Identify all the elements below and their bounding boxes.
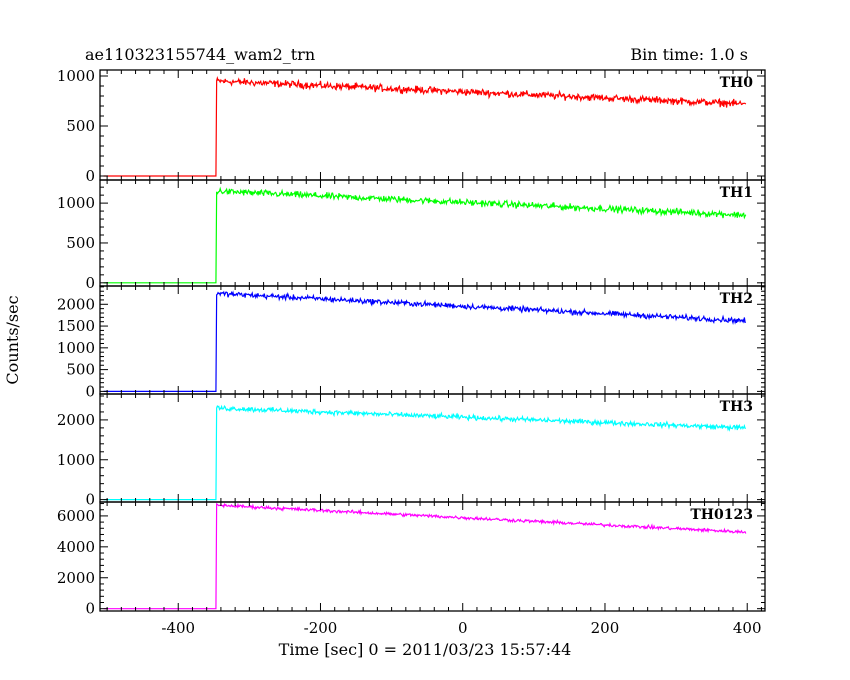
y-tick-label: 500 — [66, 234, 95, 252]
panel-label-th1: TH1 — [720, 185, 753, 201]
panel-label-th2: TH2 — [720, 291, 753, 307]
y-tick-label: 1500 — [57, 317, 95, 335]
x-tick-label: 0 — [458, 619, 468, 637]
series-line-th2 — [103, 290, 746, 392]
panel-frame — [99, 69, 766, 181]
panel-label-th0: TH0 — [720, 75, 754, 91]
panel-frame — [99, 285, 766, 395]
y-tick-label: 4000 — [57, 538, 95, 556]
y-tick-label: 0 — [85, 167, 95, 185]
panel-label-th3: TH3 — [720, 399, 753, 415]
panels-group: 0 500 1000 TH0 0 500 1000 TH1 0 500 1000 1500 2000 TH… — [57, 67, 766, 618]
series-line-th0 — [103, 76, 747, 177]
y-tick-label: 0 — [85, 382, 95, 400]
panel-th3: 0 1000 2000 TH3 — [57, 393, 766, 509]
x-axis-label: Time [sec] 0 = 2011/03/23 15:57:44 — [279, 640, 572, 659]
y-tick-label: 2000 — [57, 295, 95, 313]
panel-th0: 0 500 1000 TH0 — [57, 67, 766, 185]
panel-label-th0123: TH0123 — [690, 507, 753, 523]
bin-time-label: Bin time: 1.0 s — [630, 45, 748, 64]
panel-frame — [99, 501, 766, 612]
y-tick-label: 500 — [66, 361, 95, 379]
y-tick-label: 1000 — [57, 339, 95, 357]
y-tick-label: 0 — [85, 600, 95, 618]
y-axis-label: Counts/sec — [3, 295, 22, 384]
series-line-th0123 — [103, 502, 747, 610]
y-tick-label: 1000 — [57, 451, 95, 469]
y-tick-label: 0 — [85, 491, 95, 509]
x-tick-label: -400 — [161, 619, 195, 637]
y-tick-label: 2000 — [57, 569, 95, 587]
y-tick-label: 2000 — [57, 411, 95, 429]
panel-th2: 0 500 1000 1500 2000 TH2 — [57, 285, 766, 400]
chart-title: ae110323155744_wam2_trn — [85, 45, 315, 64]
panel-th0123: 0 2000 4000 6000 TH0123 — [57, 501, 766, 618]
x-axis: -400 -200 0 200 400 — [161, 619, 761, 637]
y-tick-label: 1000 — [57, 67, 95, 85]
x-tick-label: 200 — [591, 619, 620, 637]
y-tick-label: 6000 — [57, 507, 95, 525]
y-tick-label: 0 — [85, 274, 95, 292]
series-line-th1 — [103, 186, 747, 284]
x-tick-label: 400 — [733, 619, 762, 637]
panel-th1: 0 500 1000 TH1 — [57, 179, 766, 292]
x-tick-label: -200 — [304, 619, 338, 637]
panel-frame — [99, 179, 766, 287]
y-tick-label: 1000 — [57, 194, 95, 212]
y-tick-label: 500 — [66, 117, 95, 135]
series-line-th3 — [103, 404, 746, 501]
panel-frame — [99, 393, 766, 503]
